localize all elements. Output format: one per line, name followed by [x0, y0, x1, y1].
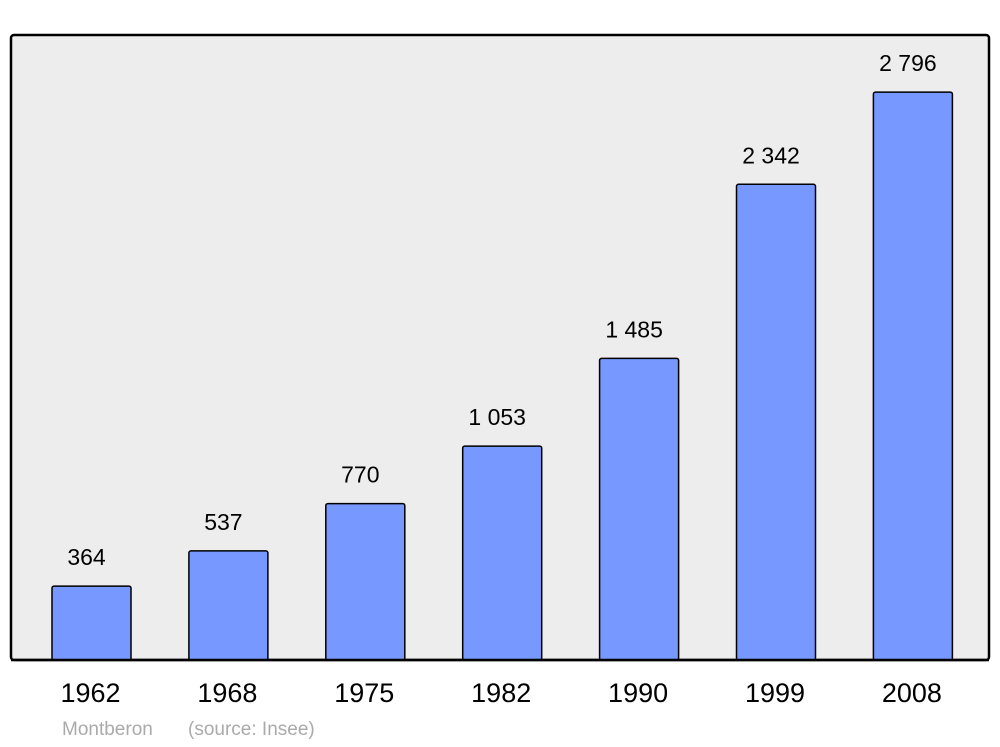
x-tick-label: 1999: [745, 678, 805, 708]
x-tick-label: 1990: [608, 678, 668, 708]
value-label: 1 053: [468, 404, 526, 430]
bar: [461, 445, 543, 661]
value-label: 364: [67, 544, 106, 570]
bar: [325, 502, 406, 661]
x-tick-label: 1982: [471, 678, 531, 708]
value-label: 537: [204, 509, 242, 535]
bar: [188, 550, 269, 661]
annotation: (source: Insee): [188, 719, 315, 740]
value-label: 1 485: [605, 316, 663, 342]
bar: [735, 183, 817, 661]
annotation: Montberon: [62, 719, 153, 740]
value-label: 770: [341, 462, 379, 488]
value-label: 2 342: [742, 142, 800, 168]
bar: [872, 91, 954, 661]
x-tick-label: 2008: [882, 678, 942, 708]
x-tick-label: 1975: [334, 678, 394, 708]
x-tick-label: 1962: [60, 678, 120, 708]
bar: [51, 585, 132, 661]
x-tick-label: 1968: [197, 678, 257, 708]
bar: [598, 357, 680, 661]
value-label: 2 796: [879, 50, 937, 76]
